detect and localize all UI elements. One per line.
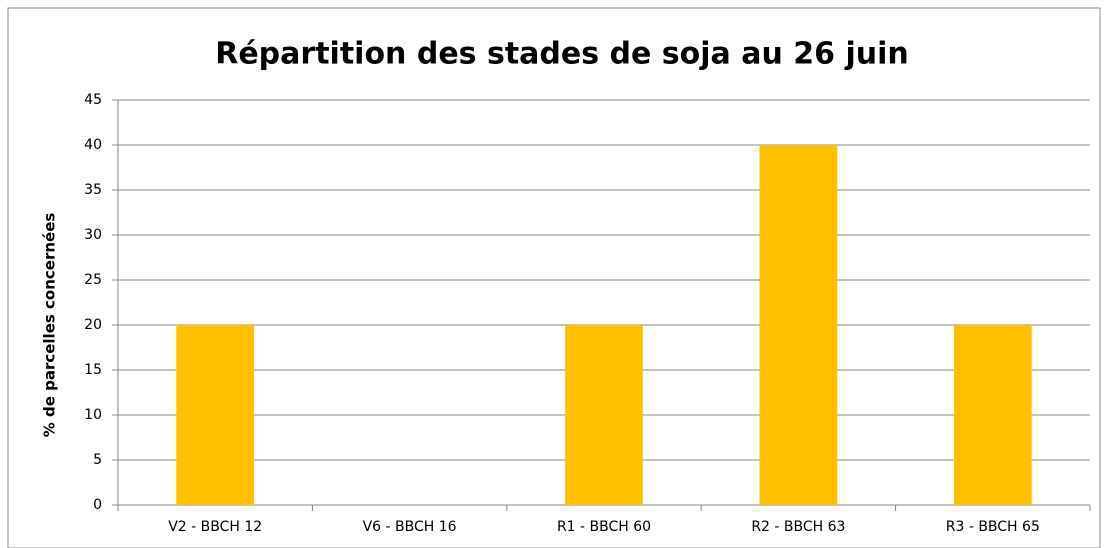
y-tick-label: 10 — [84, 407, 102, 423]
bar — [953, 325, 1032, 505]
y-axis-label: % de parcelles concernées — [41, 213, 59, 438]
bar — [176, 325, 255, 505]
y-tick-label: 25 — [84, 272, 102, 288]
y-tick-label: 20 — [84, 317, 102, 333]
y-tick-label: 5 — [93, 452, 102, 468]
x-tick-label: R1 - BBCH 60 — [557, 519, 651, 535]
x-tick-label: R3 - BBCH 65 — [946, 519, 1040, 535]
y-tick-label: 45 — [84, 92, 102, 108]
chart-title: Répartition des stades de soja au 26 jui… — [215, 37, 909, 72]
y-tick-label: 0 — [93, 497, 102, 513]
x-tick-label: V6 - BBCH 16 — [363, 519, 457, 535]
bar — [759, 145, 838, 505]
x-tick-label: R2 - BBCH 63 — [751, 519, 845, 535]
y-tick-label: 30 — [84, 227, 102, 243]
y-tick-label: 15 — [84, 362, 102, 378]
bar — [565, 325, 643, 505]
y-tick-label: 40 — [84, 137, 102, 153]
x-tick-label: V2 - BBCH 12 — [168, 519, 262, 535]
chart-frame — [7, 7, 1101, 548]
y-tick-label: 35 — [84, 182, 102, 198]
